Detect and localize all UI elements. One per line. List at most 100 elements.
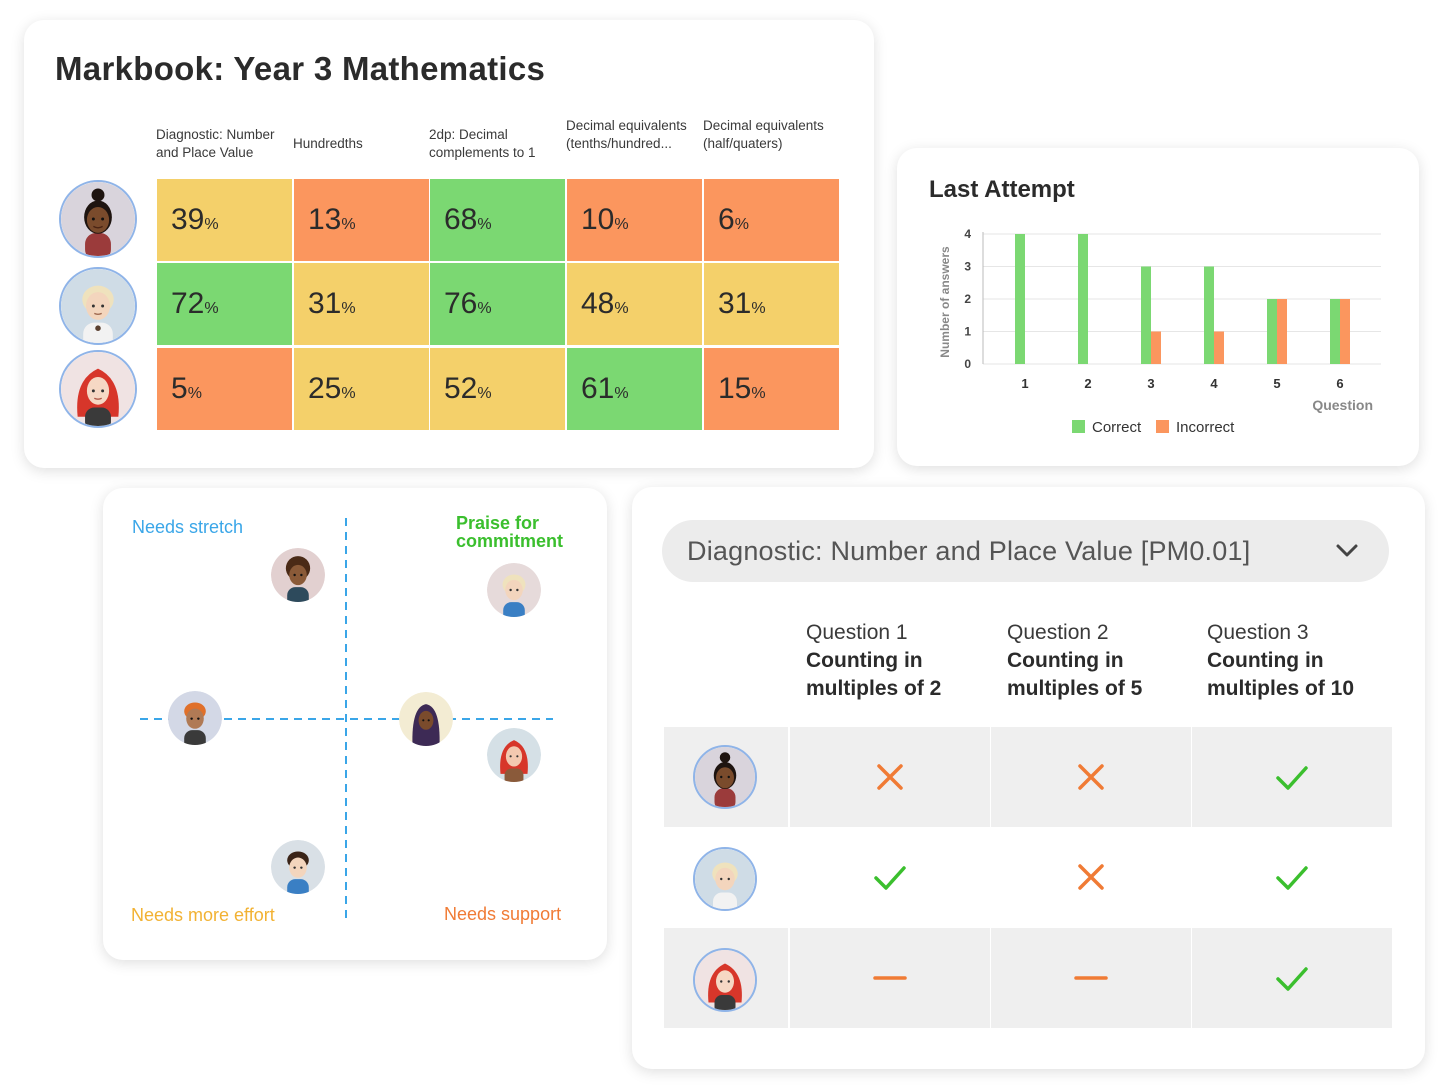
avatar-boy-curly-icon	[271, 548, 325, 602]
score-value: 25	[308, 372, 342, 405]
score-cell[interactable]: 31%	[704, 263, 839, 345]
result-cell[interactable]	[1192, 727, 1392, 827]
student-avatar[interactable]	[693, 745, 757, 809]
result-cell[interactable]	[1192, 928, 1392, 1028]
score-unit: %	[614, 385, 629, 402]
score-unit: %	[477, 216, 492, 233]
avatar-girl-redhead-icon	[61, 352, 135, 426]
score-cell[interactable]: 76%	[430, 263, 565, 345]
score-cell[interactable]: 5%	[157, 348, 292, 430]
result-cell[interactable]	[790, 827, 990, 927]
bar-incorrect	[1151, 331, 1161, 364]
y-tick-label: 4	[964, 227, 971, 241]
score-unit: %	[187, 385, 202, 402]
cross-icon	[1078, 764, 1104, 790]
score-value: 6	[718, 203, 735, 236]
bar-incorrect	[1277, 299, 1287, 364]
score-value: 68	[444, 203, 478, 236]
student-avatar[interactable]	[59, 180, 137, 258]
x-axis-label: Question	[1312, 397, 1373, 413]
score-value: 31	[308, 287, 342, 320]
score-cell[interactable]: 72%	[157, 263, 292, 345]
score-unit: %	[477, 385, 492, 402]
result-cell[interactable]	[991, 727, 1191, 827]
score-cell[interactable]: 48%	[567, 263, 702, 345]
diagnostic-card: Diagnostic: Number and Place Value [PM0.…	[632, 487, 1425, 1069]
student-avatar[interactable]	[487, 563, 541, 617]
score-value: 52	[444, 372, 478, 405]
avatar-boy-ginger-icon	[168, 691, 222, 745]
result-cell[interactable]	[991, 928, 1191, 1028]
x-tick-label: 6	[1336, 376, 1343, 391]
score-value: 76	[444, 287, 478, 320]
student-avatar[interactable]	[168, 691, 222, 745]
result-cell[interactable]	[1192, 827, 1392, 927]
student-avatar[interactable]	[487, 728, 541, 782]
score-unit: %	[751, 300, 766, 317]
quadrant-label-needs-support: Needs support	[444, 904, 562, 924]
student-avatar[interactable]	[59, 350, 137, 428]
dash-icon	[873, 976, 907, 980]
score-cell[interactable]: 6%	[704, 179, 839, 261]
question-label: Question 1	[806, 621, 908, 644]
score-unit: %	[341, 300, 356, 317]
question-label: Question 3	[1207, 621, 1309, 644]
y-tick-label: 0	[964, 357, 971, 371]
x-tick-label: 2	[1084, 376, 1091, 391]
score-value: 39	[171, 203, 205, 236]
cross-icon	[1078, 864, 1104, 890]
legend-swatch	[1156, 420, 1169, 433]
bar-correct	[1015, 234, 1025, 364]
tick-icon	[1276, 766, 1308, 790]
student-avatar[interactable]	[693, 948, 757, 1012]
y-tick-label: 1	[964, 325, 971, 339]
result-cell[interactable]	[790, 928, 990, 1028]
avatar-boy-brown-hair-icon	[271, 840, 325, 894]
score-cell[interactable]: 13%	[294, 179, 429, 261]
question-title: multiples of 5	[1007, 677, 1143, 700]
avatar-girl-dark-icon	[695, 747, 755, 807]
quadrant-label-praise-line2: commitment	[456, 531, 564, 551]
score-cell[interactable]: 10%	[567, 179, 702, 261]
student-avatar[interactable]	[59, 267, 137, 345]
score-cell[interactable]: 61%	[567, 348, 702, 430]
score-cell[interactable]: 15%	[704, 348, 839, 430]
score-value: 31	[718, 287, 752, 320]
score-cell[interactable]: 25%	[294, 348, 429, 430]
score-cell[interactable]: 39%	[157, 179, 292, 261]
score-cell[interactable]: 52%	[430, 348, 565, 430]
bar-incorrect	[1214, 331, 1224, 364]
score-unit: %	[614, 300, 629, 317]
score-unit: %	[204, 216, 219, 233]
score-cell[interactable]: 31%	[294, 263, 429, 345]
result-cell[interactable]	[790, 727, 990, 827]
table-row	[664, 727, 1392, 827]
result-cell[interactable]	[991, 827, 1191, 927]
student-avatar[interactable]	[399, 692, 453, 746]
quadrant-axes	[140, 518, 553, 924]
avatar-boy-blond-icon	[61, 269, 135, 343]
score-value: 61	[581, 372, 615, 405]
markbook-title: Markbook: Year 3 Mathematics	[55, 50, 546, 87]
score-cell[interactable]: 68%	[430, 179, 565, 261]
last-attempt-title: Last Attempt	[929, 176, 1075, 203]
legend-swatch	[1072, 420, 1085, 433]
assessment-select[interactable]: Diagnostic: Number and Place Value [PM0.…	[662, 520, 1389, 582]
quadrant-card: Needs stretch Praise for commitment Need…	[103, 488, 607, 960]
student-avatar[interactable]	[271, 548, 325, 602]
score-unit: %	[204, 300, 219, 317]
score-value: 15	[718, 372, 752, 405]
y-tick-label: 3	[964, 260, 971, 274]
bar-correct	[1078, 234, 1088, 364]
student-avatar[interactable]	[693, 847, 757, 911]
question-header-3: Question 3 Counting in multiples of 10	[1207, 619, 1354, 703]
cross-icon	[877, 764, 903, 790]
student-avatar[interactable]	[271, 840, 325, 894]
table-row	[664, 928, 1392, 1028]
bar-correct	[1204, 266, 1214, 364]
tick-icon	[1276, 967, 1308, 991]
column-header: Diagnostic: Number and Place Value	[156, 127, 275, 160]
score-unit: %	[734, 216, 749, 233]
last-attempt-chart: 0 1 2 3 4 Number of answers 1 2 3 4 5 6 Question Corr…	[938, 227, 1381, 436]
question-title: multiples of 10	[1207, 677, 1355, 700]
